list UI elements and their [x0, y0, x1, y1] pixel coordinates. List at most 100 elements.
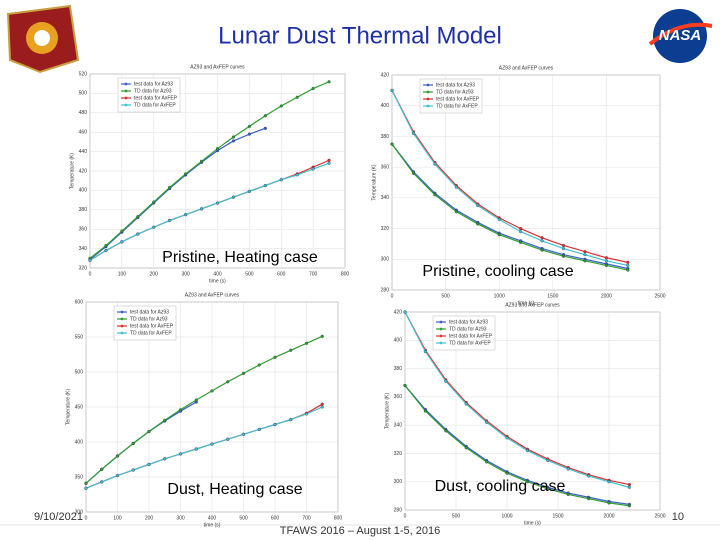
data-point	[194, 398, 198, 402]
data-point	[433, 162, 437, 166]
legend-marker	[426, 97, 430, 101]
x-tick-label: 100	[113, 515, 122, 521]
data-point	[120, 240, 124, 244]
data-point	[390, 88, 394, 92]
legend-marker	[124, 82, 128, 86]
data-point	[327, 158, 331, 162]
y-axis-label: Temperature (K)	[384, 393, 390, 429]
data-point	[168, 185, 172, 190]
y-axis-label: Temperature (K)	[69, 153, 75, 189]
legend-label: test data for Az93	[436, 82, 475, 88]
series-line	[404, 385, 630, 505]
data-point	[320, 334, 324, 338]
y-tick-label: 400	[79, 188, 88, 194]
data-point	[231, 139, 235, 143]
data-point	[152, 225, 156, 229]
legend-marker	[439, 341, 443, 345]
data-point	[546, 487, 550, 491]
data-point	[583, 253, 587, 257]
data-point	[505, 436, 509, 440]
nasa-logo: NASA	[648, 9, 713, 63]
data-point	[604, 256, 608, 260]
data-point	[84, 481, 88, 485]
data-point	[247, 189, 251, 193]
x-tick-label: 700	[302, 515, 311, 521]
data-point	[497, 233, 501, 237]
data-point	[444, 429, 448, 433]
x-tick-label: 1000	[501, 513, 512, 519]
legend-marker	[124, 96, 128, 100]
data-point	[423, 350, 427, 354]
data-point	[304, 341, 309, 345]
data-point	[136, 232, 140, 236]
data-point	[210, 442, 214, 446]
y-tick-label: 320	[394, 451, 403, 457]
data-point	[540, 236, 544, 240]
x-tick-label: 2000	[603, 513, 614, 519]
data-point	[100, 467, 104, 471]
y-tick-label: 480	[79, 110, 88, 116]
x-tick-label: 600	[277, 271, 286, 277]
y-tick-label: 550	[75, 334, 84, 340]
legend-label: test data for Az93	[134, 81, 173, 87]
data-point	[152, 200, 156, 204]
y-tick-label: 350	[75, 474, 84, 480]
x-tick-label: 0	[85, 515, 88, 521]
data-point	[147, 429, 151, 434]
data-point	[546, 458, 550, 463]
y-tick-label: 400	[394, 338, 403, 344]
data-point	[454, 210, 458, 214]
data-point	[184, 172, 188, 176]
x-tick-label: 500	[245, 271, 254, 277]
data-point	[279, 104, 283, 108]
data-point	[168, 218, 172, 223]
legend-label: TD data for Az93	[130, 316, 168, 322]
data-point	[100, 480, 104, 484]
left-logo	[6, 4, 80, 74]
data-point	[163, 418, 167, 422]
data-point	[311, 167, 315, 171]
data-point	[194, 447, 198, 451]
data-point	[131, 468, 135, 472]
y-tick-label: 520	[79, 71, 88, 77]
legend-marker	[439, 327, 443, 331]
y-tick-label: 380	[79, 207, 88, 213]
y-tick-label: 420	[381, 72, 390, 78]
legend-marker	[439, 334, 443, 338]
legend-label: test data for Az93	[130, 309, 169, 315]
data-point	[540, 248, 544, 252]
data-point	[519, 227, 523, 231]
case-caption: Pristine, Heating case	[162, 249, 318, 266]
y-tick-label: 380	[381, 134, 390, 140]
y-tick-label: 460	[79, 130, 88, 136]
data-point	[561, 243, 566, 248]
chart-title: AZ93 and AxFEP curves	[185, 292, 240, 298]
data-point	[104, 248, 108, 253]
y-tick-label: 380	[394, 366, 403, 372]
case-caption: Pristine, cooling case	[422, 263, 573, 280]
x-tick-label: 1500	[547, 293, 558, 299]
legend-marker	[426, 83, 430, 87]
data-point	[626, 263, 630, 267]
x-axis-label: time (s)	[204, 522, 221, 528]
data-point	[84, 486, 88, 490]
data-point	[587, 497, 591, 501]
y-tick-label: 340	[79, 246, 88, 252]
series-line	[391, 143, 628, 271]
data-point	[497, 217, 501, 221]
y-tick-label: 300	[75, 509, 84, 515]
legend-marker	[439, 320, 443, 324]
data-point	[327, 80, 331, 84]
data-point	[200, 159, 204, 163]
data-point	[115, 454, 120, 458]
y-tick-label: 300	[381, 257, 390, 263]
x-tick-label: 500	[239, 515, 248, 521]
data-point	[88, 258, 92, 262]
data-point	[403, 383, 407, 388]
x-tick-label: 800	[334, 515, 343, 521]
y-tick-label: 500	[79, 91, 88, 97]
x-tick-label: 400	[208, 515, 217, 521]
y-axis-label: Temperature (K)	[371, 164, 377, 200]
data-point	[607, 501, 611, 505]
